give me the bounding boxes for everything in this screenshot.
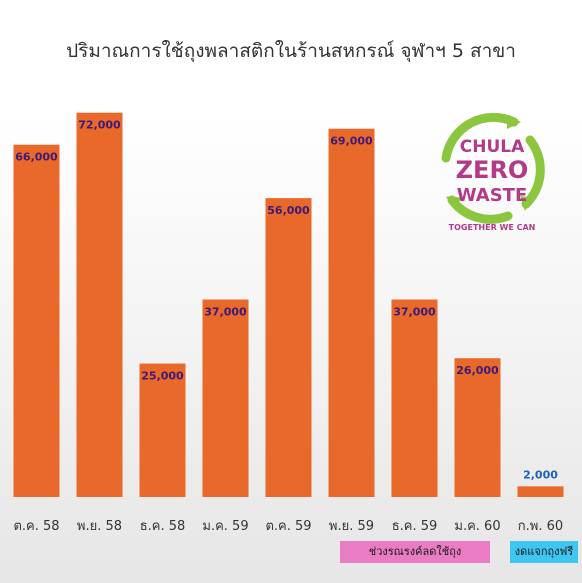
legend-campaign-period: ช่วงรณรงค์ลดใช้ถุง [340, 541, 490, 563]
bar [517, 486, 564, 497]
x-tick-label: พ.ย. 58 [77, 519, 122, 534]
value-label: 25,000 [141, 370, 184, 383]
x-tick-label: ต.ค. 58 [13, 519, 59, 534]
logo-text-zero: ZERO [456, 156, 529, 184]
value-label: 37,000 [204, 306, 247, 319]
bar [391, 299, 438, 497]
bar [76, 112, 123, 497]
value-label: 72,000 [78, 119, 121, 132]
value-label: 26,000 [456, 364, 499, 377]
bar [13, 144, 60, 497]
bar [202, 299, 249, 497]
value-label: 2,000 [523, 468, 558, 481]
value-label: 56,000 [267, 204, 310, 217]
x-tick-label: ก.พ. 60 [518, 519, 563, 534]
arrow-head-icon [445, 196, 462, 210]
bar [454, 358, 501, 497]
logo-text-waste: WASTE [457, 185, 528, 206]
value-label: 66,000 [15, 151, 58, 164]
chula-zero-waste-logo: CHULA ZERO WASTE TOGETHER WE CAN [422, 100, 562, 240]
legend-no-free-bags: งดแจกถุงฟรี [510, 541, 578, 563]
value-label: 69,000 [330, 135, 373, 148]
x-tick-label: ม.ค. 59 [202, 519, 248, 534]
bar [328, 128, 375, 497]
value-label: 37,000 [393, 306, 436, 319]
bar [265, 198, 312, 497]
bar [139, 363, 186, 497]
arrow-head-icon [520, 195, 535, 211]
arrow-head-icon [507, 115, 521, 129]
x-tick-label: ธ.ค. 58 [140, 519, 186, 534]
x-tick-label: ธ.ค. 59 [392, 519, 438, 534]
x-tick-label: ต.ค. 59 [265, 519, 311, 534]
logo-tagline: TOGETHER WE CAN [449, 223, 536, 232]
x-tick-label: พ.ย. 59 [329, 519, 374, 534]
logo-text-chula: CHULA [460, 137, 525, 157]
x-tick-label: ม.ค. 60 [454, 519, 500, 534]
chart-title: ปริมาณการใช้ถุงพลาสติกในร้านสหกรณ์ จุฬาฯ… [66, 40, 516, 62]
